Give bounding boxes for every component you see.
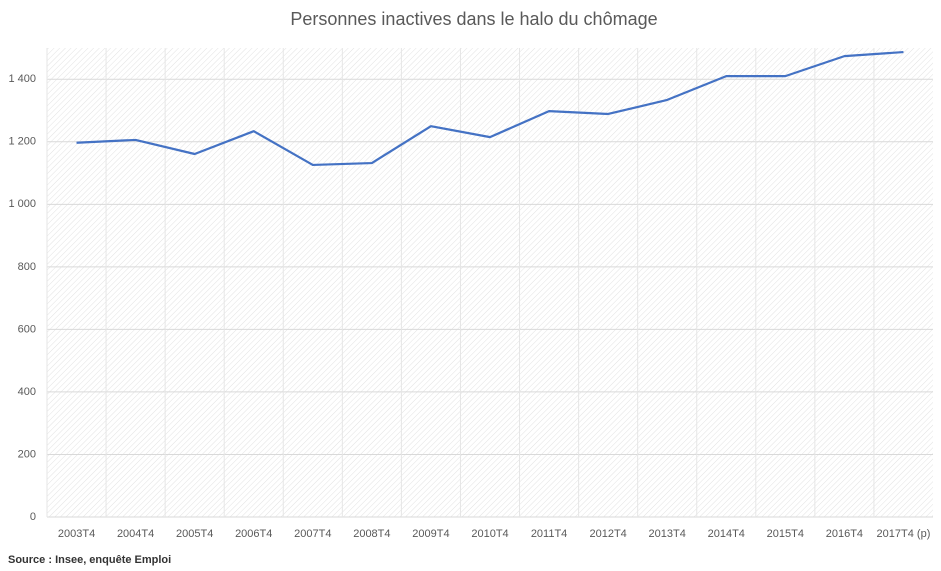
x-tick-label: 2006T4: [235, 528, 272, 540]
x-tick-label: 2004T4: [117, 528, 154, 540]
y-tick-label: 1 200: [8, 136, 36, 148]
x-tick-label: 2003T4: [58, 528, 95, 540]
x-tick-label: 2013T4: [649, 528, 686, 540]
plot-background: [47, 48, 933, 517]
x-tick-label: 2016T4: [826, 528, 863, 540]
x-tick-label: 2011T4: [531, 528, 568, 540]
x-tick-label: 2007T4: [294, 528, 331, 540]
y-tick-label: 800: [18, 261, 36, 273]
x-tick-label: 2015T4: [767, 528, 804, 540]
y-tick-label: 200: [18, 448, 36, 460]
x-tick-label: 2009T4: [412, 528, 449, 540]
source-note: Source : Insee, enquête Emploi: [8, 554, 171, 566]
x-tick-label: 2012T4: [589, 528, 626, 540]
chart-title: Personnes inactives dans le halo du chôm…: [290, 9, 657, 29]
y-tick-label: 600: [18, 323, 36, 335]
x-tick-label: 2014T4: [708, 528, 745, 540]
y-tick-label: 1 400: [8, 73, 36, 85]
x-tick-label: 2008T4: [353, 528, 390, 540]
y-tick-label: 1 000: [8, 198, 36, 210]
data-line: [76, 50, 904, 167]
x-tick-label: 2010T4: [471, 528, 508, 540]
y-tick-label: 0: [30, 511, 36, 523]
x-tick-label: 2005T4: [176, 528, 213, 540]
x-tick-label: 2017T4 (p): [877, 528, 931, 540]
y-tick-label: 400: [18, 386, 36, 398]
